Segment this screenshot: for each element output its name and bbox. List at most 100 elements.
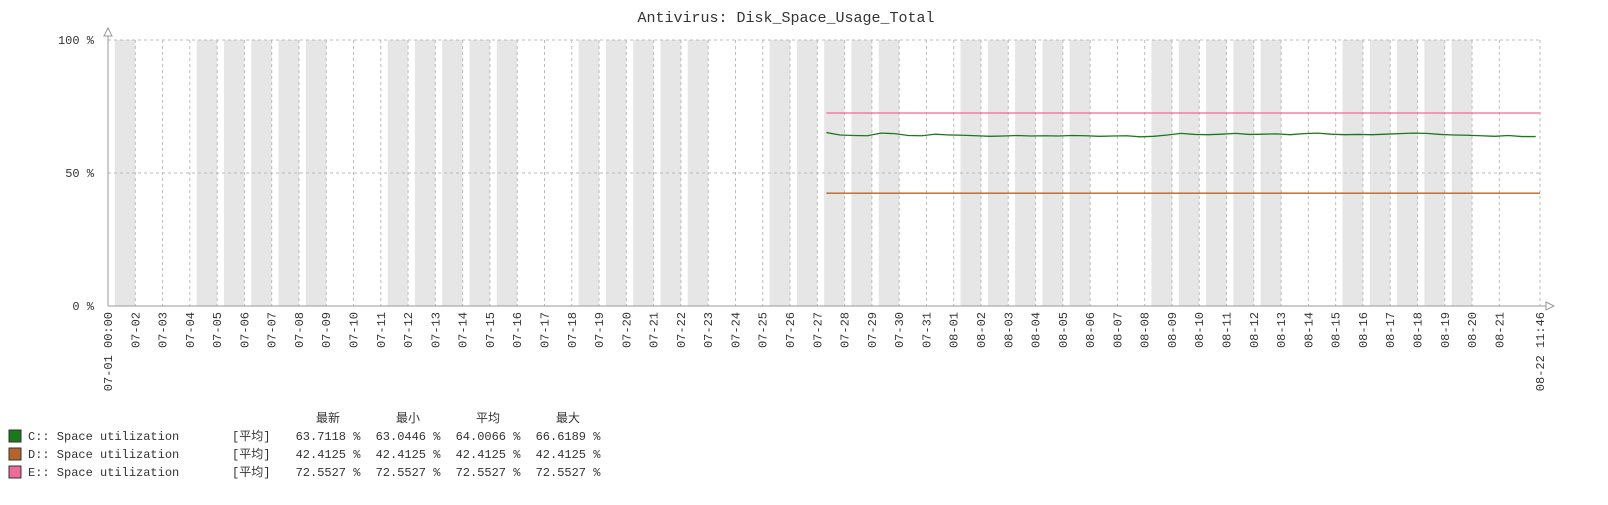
legend-value: [平均] bbox=[232, 429, 270, 444]
working-time-band bbox=[1397, 40, 1418, 306]
working-time-band bbox=[1069, 40, 1091, 306]
x-tick-label: 08-17 bbox=[1384, 312, 1398, 348]
legend-value: 64.0066 % bbox=[456, 430, 522, 444]
x-tick-label: 07-17 bbox=[538, 312, 552, 348]
working-time-band bbox=[1015, 40, 1036, 306]
working-time-band bbox=[960, 40, 981, 306]
legend-header: 平均 bbox=[476, 411, 500, 426]
x-tick-label: 08-20 bbox=[1466, 312, 1480, 348]
working-time-band bbox=[796, 40, 818, 306]
legend-swatch bbox=[8, 447, 22, 461]
series-line bbox=[826, 131, 1536, 138]
x-tick-label: 07-21 bbox=[648, 312, 662, 348]
x-tick-label: 07-10 bbox=[348, 312, 362, 348]
working-time-band bbox=[251, 40, 272, 306]
x-tick-label: 07-07 bbox=[266, 312, 280, 348]
x-tick-label: 07-20 bbox=[620, 312, 634, 348]
x-tick-label: 08-07 bbox=[1111, 312, 1125, 348]
x-tick-label: 08-19 bbox=[1439, 312, 1453, 348]
x-tick-label: 07-01 00:00 bbox=[102, 312, 116, 391]
y-tick-label: 50 % bbox=[65, 167, 95, 181]
x-tick-label: 07-08 bbox=[293, 312, 307, 348]
y-tick-label: 100 % bbox=[58, 34, 95, 48]
x-tick-label: 07-29 bbox=[866, 312, 880, 348]
x-tick-label: 08-05 bbox=[1057, 312, 1071, 348]
x-tick-label: 07-27 bbox=[811, 312, 825, 348]
x-tick-label: 08-04 bbox=[1030, 312, 1044, 348]
x-tick-label: 08-13 bbox=[1275, 312, 1289, 348]
x-tick-label: 07-09 bbox=[320, 312, 334, 348]
y-tick-label: 0 % bbox=[72, 300, 94, 314]
x-tick-label: 08-08 bbox=[1139, 312, 1153, 348]
x-tick-label: 07-31 bbox=[920, 312, 934, 348]
legend-swatch bbox=[8, 465, 22, 479]
working-time-band bbox=[605, 40, 627, 306]
chart-title: Antivirus: Disk_Space_Usage_Total bbox=[637, 10, 934, 27]
legend-value: 42.4125 % bbox=[296, 448, 362, 462]
x-tick-label: 07-12 bbox=[402, 312, 416, 348]
working-time-band bbox=[1369, 40, 1391, 306]
legend-value: 63.7118 % bbox=[296, 430, 362, 444]
x-tick-label: 07-22 bbox=[675, 312, 689, 348]
x-tick-label: 08-11 bbox=[1221, 312, 1235, 348]
working-time-band bbox=[1451, 40, 1473, 306]
legend-value: 42.4125 % bbox=[456, 448, 522, 462]
x-tick-label: 07-25 bbox=[757, 312, 771, 348]
x-tick-label: 07-03 bbox=[157, 312, 171, 348]
legend-value: 72.5527 % bbox=[536, 466, 602, 480]
x-tick-label: 08-06 bbox=[1084, 312, 1098, 348]
working-time-band bbox=[769, 40, 791, 306]
x-tick-label: 08-18 bbox=[1411, 312, 1425, 348]
working-time-band bbox=[305, 40, 327, 306]
x-tick-label: 07-15 bbox=[484, 312, 498, 348]
x-tick-label: 08-21 bbox=[1493, 312, 1507, 348]
x-tick-label: 08-22 11:46 bbox=[1534, 312, 1548, 391]
working-time-band bbox=[1206, 40, 1227, 306]
legend-value: 42.4125 % bbox=[536, 448, 602, 462]
x-tick-label: 07-13 bbox=[429, 312, 443, 348]
legend-header: 最大 bbox=[556, 411, 580, 426]
legend-entry: E:: Space utilization bbox=[28, 466, 179, 480]
x-tick-label: 07-14 bbox=[457, 312, 471, 348]
x-tick-label: 07-16 bbox=[511, 312, 525, 348]
x-tick-label: 08-09 bbox=[1166, 312, 1180, 348]
x-tick-label: 08-10 bbox=[1193, 312, 1207, 348]
legend-swatch bbox=[8, 429, 22, 443]
legend-entry: D:: Space utilization bbox=[28, 448, 179, 462]
working-time-band bbox=[114, 40, 136, 306]
working-time-band bbox=[1260, 40, 1282, 306]
legend-value: 72.5527 % bbox=[376, 466, 442, 480]
legend-header: 最小 bbox=[396, 411, 420, 426]
x-tick-label: 07-23 bbox=[702, 312, 716, 348]
working-time-band bbox=[851, 40, 872, 306]
legend-value: 72.5527 % bbox=[456, 466, 522, 480]
working-time-band bbox=[660, 40, 681, 306]
working-time-band bbox=[1151, 40, 1172, 306]
x-tick-label: 08-03 bbox=[1002, 312, 1016, 348]
x-tick-label: 07-11 bbox=[375, 312, 389, 348]
x-tick-label: 08-15 bbox=[1330, 312, 1344, 348]
legend-header: 最新 bbox=[316, 410, 340, 426]
x-tick-label: 08-01 bbox=[948, 312, 962, 348]
x-tick-label: 07-06 bbox=[238, 312, 252, 348]
legend-value: 66.6189 % bbox=[536, 430, 602, 444]
x-tick-label: 07-26 bbox=[784, 312, 798, 348]
x-tick-label: 07-02 bbox=[129, 312, 143, 348]
x-tick-label: 08-02 bbox=[975, 312, 989, 348]
legend-value: 42.4125 % bbox=[376, 448, 442, 462]
x-tick-label: 07-05 bbox=[211, 312, 225, 348]
x-tick-label: 08-14 bbox=[1302, 312, 1316, 348]
x-tick-label: 08-12 bbox=[1248, 312, 1262, 348]
legend-value: [平均] bbox=[232, 447, 270, 462]
x-axis-arrow bbox=[1545, 301, 1556, 311]
x-tick-label: 07-19 bbox=[593, 312, 607, 348]
legend-value: [平均] bbox=[232, 465, 270, 480]
x-tick-label: 08-16 bbox=[1357, 312, 1371, 348]
x-tick-label: 07-18 bbox=[566, 312, 580, 348]
x-tick-label: 07-04 bbox=[184, 312, 198, 348]
legend-entry: C:: Space utilization bbox=[28, 430, 179, 444]
legend-value: 63.0446 % bbox=[376, 430, 442, 444]
legend-value: 72.5527 % bbox=[296, 466, 362, 480]
